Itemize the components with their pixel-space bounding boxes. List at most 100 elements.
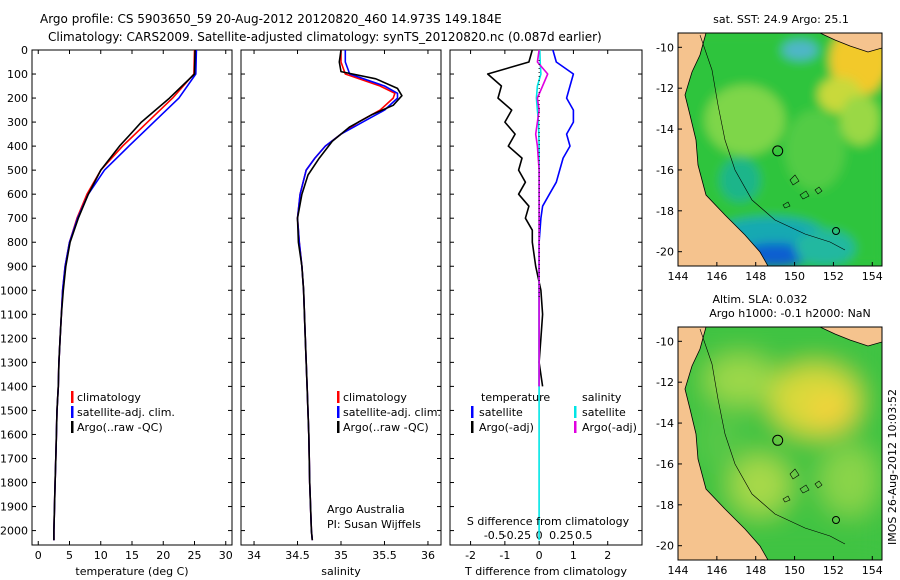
lon-tick-label: 154 <box>862 270 883 283</box>
x-tick-label: 34.5 <box>285 549 310 562</box>
lat-tick-label: -18 <box>656 499 674 512</box>
sla-map: 144 146 148 150 152 154 -10 -12 -14 -16 -18 -20 <box>656 326 883 577</box>
x-tick-label: 30 <box>219 549 233 562</box>
depth-tick-label: 1000 <box>0 284 28 297</box>
x-tick-label: 2 <box>604 549 611 562</box>
depth-tick-label: 1200 <box>0 332 28 345</box>
secondary-marker <box>832 516 840 524</box>
argo-float-marker <box>772 145 784 157</box>
s-difference-label: S difference from climatology <box>467 515 630 528</box>
salinity-axis-label: salinity <box>321 565 361 578</box>
legend-label-argo: Argo(..raw -QC) <box>77 421 163 434</box>
legend-label-climatology: climatology <box>77 391 141 404</box>
lon-tick-label: 144 <box>668 564 689 577</box>
depth-tick-label: 800 <box>7 236 28 249</box>
temperature-series <box>53 49 198 541</box>
lat-tick-label: -10 <box>656 335 674 348</box>
depth-tick-label: 1900 <box>0 501 28 514</box>
credits-org: Argo Australia <box>327 503 405 516</box>
sst-lon-axis: 144 146 148 150 152 154 <box>668 262 883 283</box>
legend-swatch-climatology <box>71 391 74 403</box>
temperature-panel: 0100200300400500600700800900100011001200… <box>0 44 233 578</box>
new-guinea-land <box>819 33 882 53</box>
lon-tick-label: 152 <box>823 564 844 577</box>
legend-label-sat-temp: satellite <box>479 406 523 419</box>
series-line-satellite-adj-clim- <box>296 50 399 541</box>
salinity-legend: climatology satellite-adj. clim. Argo(..… <box>337 391 441 434</box>
x-tick-label: 5 <box>66 549 73 562</box>
series-line-satellite-adj-clim- <box>53 49 198 541</box>
series-line-satellite-temperature- <box>538 49 575 387</box>
depth-tick-label: 700 <box>7 212 28 225</box>
s-diff-tick-label: 0.5 <box>575 529 593 542</box>
lat-tick-label: -12 <box>656 82 674 95</box>
temperature-axis-label: temperature (deg C) <box>75 565 188 578</box>
depth-tick-label: 1700 <box>0 452 28 465</box>
argo-float-marker <box>772 434 784 446</box>
depth-tick-label: 900 <box>7 260 28 273</box>
difference-depth-ticks <box>450 49 642 532</box>
secondary-marker <box>832 227 840 235</box>
lon-tick-label: 152 <box>823 270 844 283</box>
series-line-argo-raw-qc- <box>53 49 196 541</box>
depth-tick-label: 600 <box>7 188 28 201</box>
legend-label-argo: Argo(..raw -QC) <box>343 421 429 434</box>
legend-swatch-argo <box>337 421 340 433</box>
depth-tick-label: 100 <box>7 68 28 81</box>
salinity-x-axis: 34 34.5 35 35.5 36 <box>247 50 435 562</box>
legend-swatch-satellite <box>337 406 340 418</box>
depth-axis: 0 100 200 300 400 500 600 700 800 900 1000 1100 1200… <box>0 44 232 538</box>
lat-tick-label: -12 <box>656 376 674 389</box>
sst-map-frame <box>677 32 883 267</box>
depth-tick-label: 2000 <box>0 525 28 538</box>
sla-map-title-line1: Altim. SLA: 0.032 <box>712 293 807 306</box>
temperature-x-axis: 0 5 10 15 20 25 30 <box>35 50 233 562</box>
lon-tick-label: 150 <box>784 564 805 577</box>
header-title-line1: Argo profile: CS 5903650_59 20-Aug-2012 … <box>40 12 502 26</box>
sst-map-title: sat. SST: 24.9 Argo: 25.1 <box>713 13 849 26</box>
legend-label-satellite: satellite-adj. clim. <box>77 406 175 419</box>
depth-tick-label: 1100 <box>0 308 28 321</box>
sla-map-frame <box>677 326 883 561</box>
legend-swatch-sat-temp <box>471 406 474 418</box>
new-guinea-land <box>819 327 882 347</box>
credits-pi: PI: Susan Wijffels <box>327 518 421 531</box>
series-line-argo-raw-qc- <box>296 49 403 541</box>
x-tick-label: 35 <box>334 549 348 562</box>
lon-tick-label: 148 <box>745 564 766 577</box>
legend-label-satellite: satellite-adj. clim. <box>343 406 441 419</box>
depth-tick-label: 400 <box>7 140 28 153</box>
x-tick-label: 36 <box>421 549 435 562</box>
coastline-land <box>678 33 769 266</box>
lon-tick-label: 154 <box>862 564 883 577</box>
salinity-axes-frame <box>240 49 442 546</box>
legend-label-sat-sal: satellite <box>582 406 626 419</box>
lat-tick-label: -14 <box>656 123 674 136</box>
depth-tick-label: 1300 <box>0 356 28 369</box>
legend-label-climatology: climatology <box>343 391 407 404</box>
legend-swatch-argo-sal <box>574 421 577 433</box>
salinity-series <box>296 49 403 541</box>
header-title-line2: Climatology: CARS2009. Satellite-adjuste… <box>48 30 602 44</box>
s-diff-tick-label: -0.25 <box>503 529 531 542</box>
reef-islands <box>782 174 823 209</box>
depth-tick-label: 1400 <box>0 380 28 393</box>
depth-tick-label: 1800 <box>0 477 28 490</box>
depth-tick-label: 1600 <box>0 428 28 441</box>
lat-tick-label: -20 <box>656 246 674 259</box>
depth-tick-label: 500 <box>7 164 28 177</box>
reef-outline <box>699 328 846 545</box>
difference-axes-frame <box>449 49 643 546</box>
lat-tick-label: -10 <box>656 41 674 54</box>
depth-tick-label: 0 <box>21 44 28 57</box>
lon-tick-label: 144 <box>668 270 689 283</box>
sla-map-title-line2: Argo h1000: -0.1 h2000: NaN <box>709 307 871 320</box>
lat-tick-label: -18 <box>656 205 674 218</box>
t-difference-x-axis: -2 -1 0 1 2 <box>465 50 611 562</box>
difference-series <box>486 49 575 541</box>
sst-field <box>678 33 882 266</box>
sla-lon-axis: 144 146 148 150 152 154 <box>668 556 883 577</box>
coastline-land <box>678 327 769 560</box>
x-tick-label: 0 <box>35 549 42 562</box>
